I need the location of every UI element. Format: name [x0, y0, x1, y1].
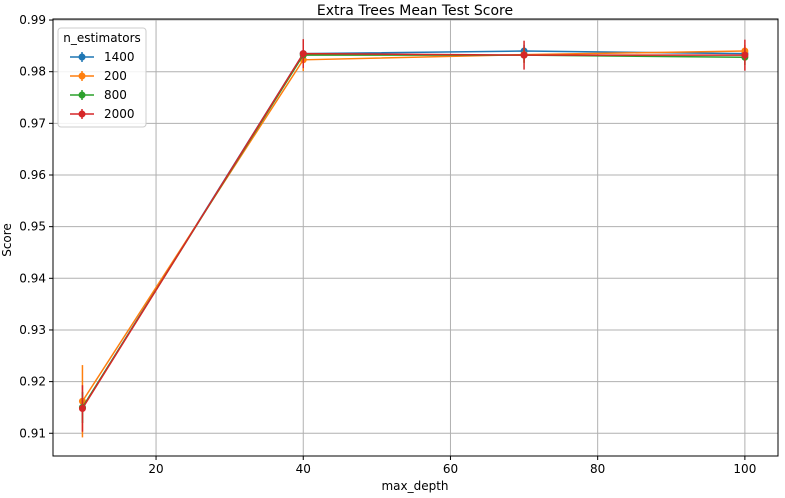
y-tick-label: 0.95 [19, 220, 46, 234]
y-tick-label: 0.97 [19, 116, 46, 130]
data-point [299, 50, 307, 58]
legend-swatch-marker [78, 72, 86, 80]
plot-area [53, 19, 778, 456]
legend-label: 1400 [104, 50, 135, 64]
x-tick-label: 60 [443, 462, 458, 476]
plot-frame [52, 18, 779, 457]
y-tick-label: 0.91 [19, 426, 46, 440]
chart-title: Extra Trees Mean Test Score [317, 3, 513, 19]
legend-label: 2000 [104, 107, 135, 121]
y-axis-title: Score [0, 223, 14, 257]
series-2000 [78, 39, 749, 432]
x-tick-label: 100 [733, 462, 756, 476]
legend-swatch-marker [78, 53, 86, 61]
data-point [741, 51, 749, 59]
y-tick-label: 0.98 [19, 65, 46, 79]
y-tick-label: 0.96 [19, 168, 46, 182]
legend-swatch-marker [78, 110, 86, 118]
y-tick-label: 0.94 [19, 271, 46, 285]
y-tick-label: 0.93 [19, 323, 46, 337]
legend-label: 800 [104, 88, 127, 102]
x-tick-label: 40 [296, 462, 311, 476]
data-point [520, 51, 528, 59]
y-tick-label: 0.99 [19, 13, 46, 27]
series-layer [78, 39, 749, 438]
legend-label: 200 [104, 69, 127, 83]
data-point [78, 404, 86, 412]
y-tick-label: 0.92 [19, 375, 46, 389]
legend: n_estimators 1400 200 800 2000 [57, 27, 147, 128]
legend-swatch-marker [78, 91, 86, 99]
x-axis-title: max_depth [381, 479, 448, 493]
grid [53, 19, 778, 456]
x-tick-label: 80 [590, 462, 605, 476]
x-tick-label: 20 [148, 462, 163, 476]
legend-box [57, 27, 147, 128]
series-line [81, 52, 745, 409]
legend-title: n_estimators [63, 31, 141, 45]
ticks: 20 40 60 80 100 0.91 0.92 0.93 0.94 0.95 0.96 0.97 0… [19, 13, 756, 476]
